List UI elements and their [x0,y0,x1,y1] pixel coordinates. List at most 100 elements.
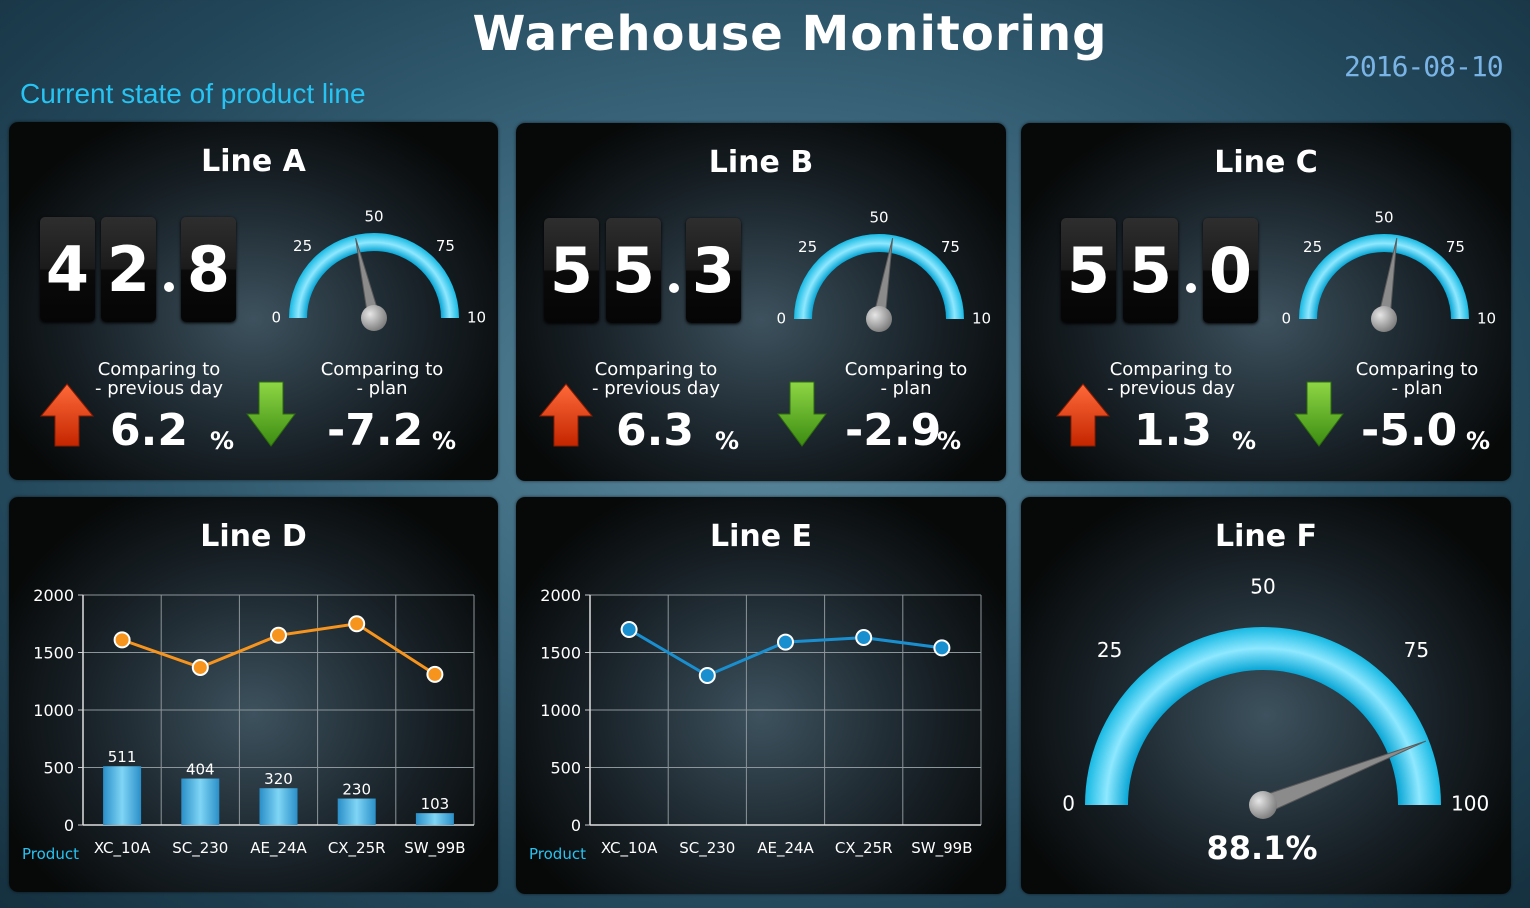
gauge-tick-label: 75 [1446,238,1465,256]
panel-line-b: Line B 5 5 3 0 25 50 75 100 Comparing to- pr… [516,123,1006,481]
plan-label: Comparing to - plan [1355,359,1479,399]
arrow-down-icon [777,381,827,447]
date-display: 2016-08-10 [1344,50,1504,83]
bar-data-label: 404 [186,761,215,779]
bar-data-label: 230 [342,781,371,799]
decimal-point [164,282,174,292]
digit-2: 5 [1123,218,1178,323]
panel-line-d: Line D 0 500 1000 1500 2000 XC_10A SC_230 AE_24… [9,497,498,892]
gauge-arc [1085,627,1441,805]
gauge-hub [1371,306,1397,332]
x-tick-label: CX_25R [328,839,386,858]
bar [103,766,142,825]
decimal-point [669,283,679,293]
plan-value: -7.2 [327,405,424,456]
digit-1: 4 [40,217,95,322]
x-tick-label: XC_10A [601,839,658,858]
gauge-arc [289,233,459,318]
y-tick-label: 1000 [33,701,74,720]
x-axis-label: Product [22,845,79,863]
gauge-tick-label: 100 [972,310,992,328]
bar [181,778,220,825]
gauge-tick-label: 0 [1281,310,1291,328]
digit-3: 0 [1203,218,1258,323]
data-point [270,626,287,644]
panel-line-c: Line C 5 5 0 0 25 50 75 100 Comparing to- pr… [1021,123,1511,481]
gauge-hub [361,305,387,331]
panel-title: Line F [1214,519,1318,554]
small-gauge: 0 25 50 75 100 [776,209,992,332]
gauge-tick-label: 100 [1451,792,1489,816]
bar-data-label: 320 [264,770,293,788]
x-axis-label: Product [529,845,586,863]
y-tick-label: 2000 [33,586,74,605]
x-tick-label: SW_99B [911,839,972,858]
prev-day-unit: % [1232,427,1257,455]
gauge-tick-label: 75 [436,237,455,255]
gauge-tick-label: 50 [1374,209,1393,227]
page-subtitle: Current state of product line [20,78,366,109]
gauge-tick-label: 0 [271,309,281,327]
panel-line-a: Line A 4 2 8 0 25 50 75 100 Comparing to- pr… [9,122,498,480]
arrow-up-icon [39,383,95,447]
x-tick-label: AE_24A [250,839,307,858]
gauge-tick-label: 0 [776,310,786,328]
y-tick-label: 500 [550,759,581,778]
gauge-tick-label: 100 [467,309,487,327]
plan-unit: % [937,427,962,455]
data-point [777,633,794,651]
plan-value: -5.0 [1361,405,1458,456]
y-tick-label: 500 [43,759,74,778]
prev-day-value: 6.2 [110,405,188,456]
y-tick-label: 1000 [540,701,581,720]
bar [337,798,376,825]
y-tick-label: 0 [571,816,581,835]
panel-title: Line D [200,519,307,554]
gauge-tick-label: 50 [364,208,383,226]
gauge-tick-label: 75 [1404,638,1429,662]
prev-day-label: Comparing to - previous day [94,359,223,399]
bar-data-label: 511 [108,748,137,766]
y-tick-label: 1500 [540,644,581,663]
gauge-tick-label: 25 [293,237,312,255]
prev-day-value: 6.3 [616,405,694,456]
y-tick-label: 0 [64,816,74,835]
data-point [698,667,716,684]
panel-title: Line A [201,144,306,179]
chart-line-e: 0 500 1000 1500 2000 XC_10A SC_230 AE_24A CX_25R… [529,586,982,863]
plan-label: Comparing to - plan [844,359,968,399]
data-point [426,665,444,683]
prev-day-label: Comparing to - previous day [591,359,720,399]
panel-line-e: Line E 0 500 1000 1500 2000 XC_10A SC_230 AE_24… [516,497,1006,894]
data-point [933,639,951,657]
gauge-tick-label: 0 [1062,792,1075,816]
bar-data-label: 103 [421,795,450,813]
small-gauge: 0 25 50 75 100 [271,208,487,331]
bar [415,813,454,825]
digit-2: 2 [101,217,156,322]
x-tick-label: XC_10A [94,839,151,858]
data-point [620,621,638,638]
gauge-value-label: 88.1% [1206,829,1318,867]
gauge-hub [866,306,892,332]
gauge-tick-label: 50 [869,209,888,227]
data-point [113,631,131,649]
gauge-tick-label: 25 [1303,238,1322,256]
x-tick-label: AE_24A [757,839,814,858]
data-point [855,629,873,647]
prev-day-unit: % [715,427,740,455]
digit-1: 5 [1061,218,1116,323]
data-point [191,658,209,676]
digit-3: 3 [686,218,741,323]
arrow-down-icon [246,381,296,447]
gauge-tick-label: 75 [941,238,960,256]
digit-3: 8 [181,217,236,322]
x-tick-label: SC_230 [172,839,228,858]
prev-day-value: 1.3 [1134,405,1212,456]
chart-line-d: 0 500 1000 1500 2000 XC_10A SC_230 AE_24A CX_25R… [22,586,475,863]
decimal-point [1186,283,1196,293]
x-tick-label: CX_25R [835,839,893,858]
gauge-tick-label: 25 [798,238,817,256]
page-title: Warehouse Monitoring [472,6,1108,62]
plan-value: -2.9 [845,405,942,456]
